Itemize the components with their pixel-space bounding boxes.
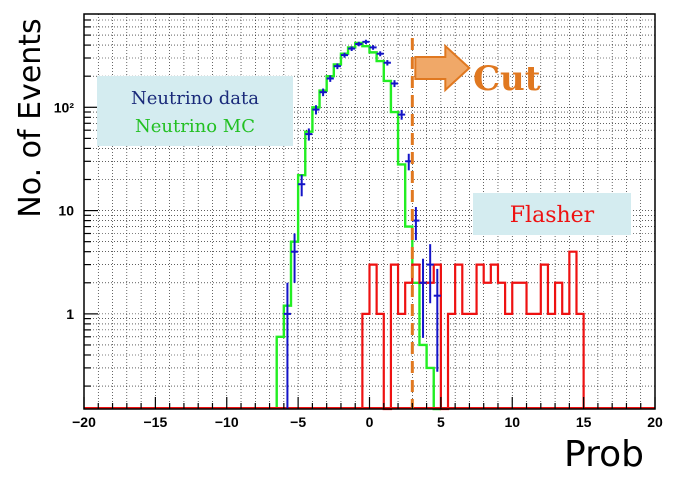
x-tick-label: −15 — [144, 414, 168, 430]
data-point — [305, 128, 313, 141]
x-tick-labels: −20 −15 −10 −5 0 5 10 15 20 — [72, 414, 663, 430]
data-point — [362, 39, 370, 45]
x-tick-label: 20 — [647, 414, 663, 430]
x-tick-label: 0 — [366, 414, 374, 430]
y-tick-label: 1 — [66, 306, 74, 322]
x-tick-label: −10 — [215, 414, 239, 430]
x-tick-label: 10 — [504, 414, 520, 430]
legend-box — [97, 76, 293, 146]
data-point — [419, 258, 427, 338]
data-point — [355, 41, 363, 47]
data-point — [348, 46, 356, 51]
data-point — [319, 88, 327, 97]
x-axis-title: Prob — [564, 434, 644, 475]
data-point — [376, 51, 384, 57]
data-point — [398, 109, 406, 120]
x-tick-label: 5 — [437, 414, 445, 430]
data-point — [340, 52, 349, 58]
flasher-histogram — [361, 250, 585, 411]
data-point — [369, 45, 377, 50]
series-neutrino-mc — [275, 41, 441, 411]
x-tick-label: 15 — [576, 414, 592, 430]
flasher-label: Flasher — [510, 203, 595, 228]
cut-arrow — [414, 43, 471, 93]
data-point — [390, 80, 399, 88]
data-point — [426, 244, 434, 304]
legend-entry-neutrino-data: Neutrino data — [131, 88, 259, 109]
series-neutrino-data — [283, 39, 441, 409]
data-point — [326, 75, 334, 82]
data-point — [298, 174, 306, 197]
data-point — [290, 233, 299, 283]
x-tick-label: −20 — [72, 414, 96, 430]
mc-histogram — [275, 41, 441, 411]
data-point — [312, 105, 320, 115]
y-tick-label: 10² — [54, 99, 75, 115]
legend-entry-neutrino-mc: Neutrino MC — [135, 116, 255, 137]
y-axis-title: No. of Events — [13, 18, 48, 217]
cut-label: Cut — [473, 59, 541, 99]
data-point — [283, 282, 291, 409]
data-point — [333, 63, 341, 70]
axis-ticks — [83, 19, 656, 409]
data-point — [383, 60, 391, 66]
x-tick-label: −5 — [290, 414, 306, 430]
flasher-label-box — [473, 193, 631, 235]
y-tick-labels: 1 10 10² — [54, 99, 75, 322]
cut-annotation — [410, 38, 471, 409]
y-tick-label: 10 — [58, 203, 74, 219]
data-point — [433, 268, 441, 372]
